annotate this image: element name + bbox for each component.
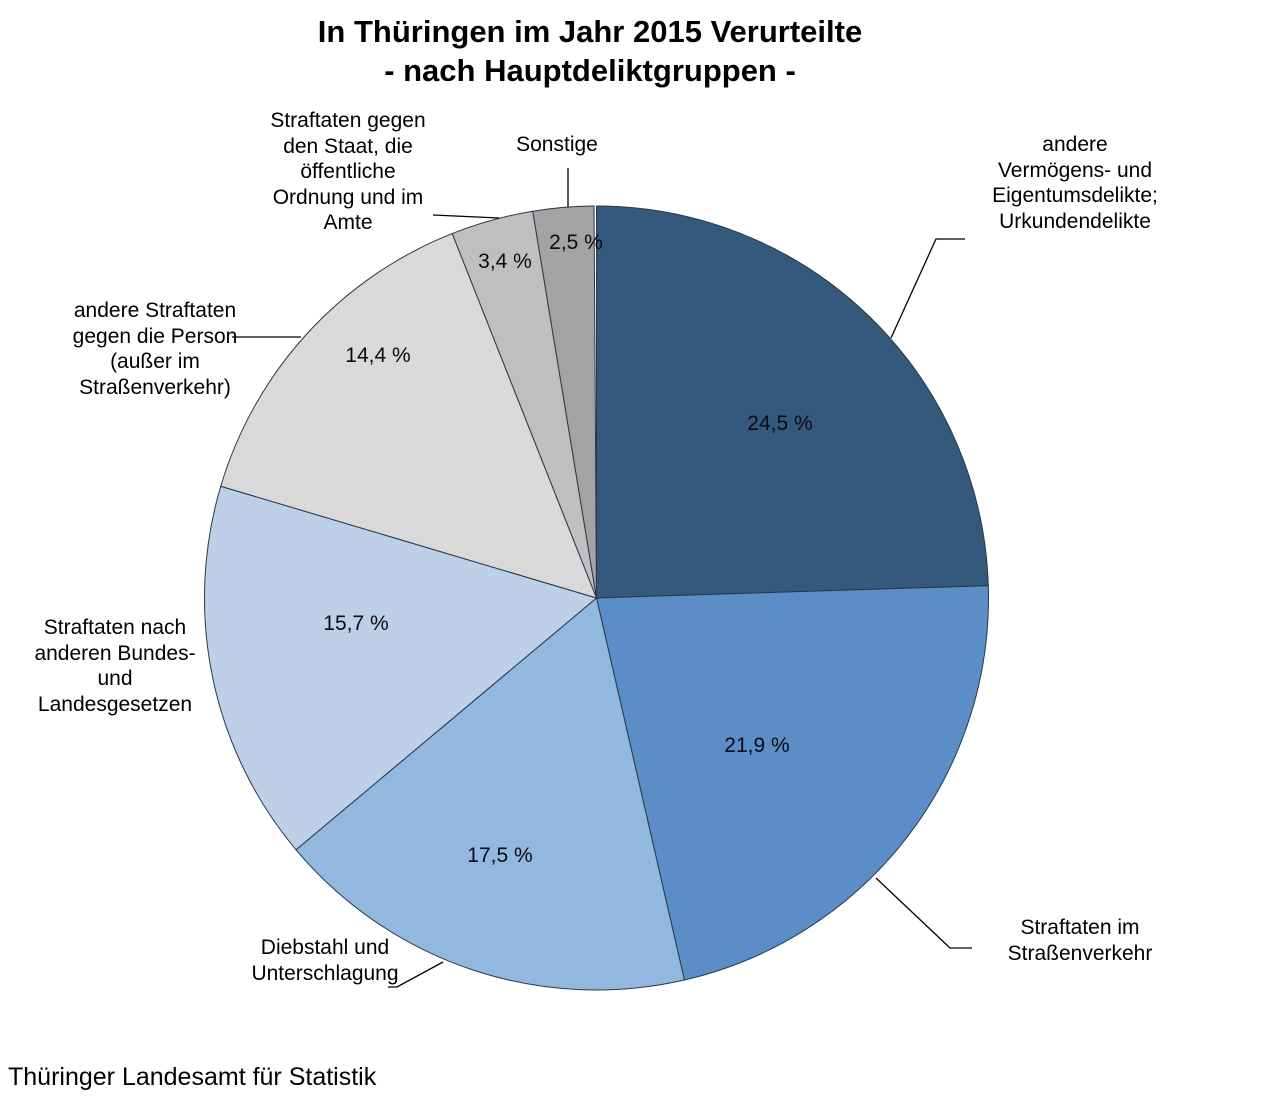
svg-text:24,5 %: 24,5 % [747,412,812,435]
svg-text:14,4 %: 14,4 % [345,344,410,367]
svg-text:2,5 %: 2,5 % [549,231,603,254]
svg-text:15,7 %: 15,7 % [323,612,388,635]
svg-text:21,9 %: 21,9 % [724,734,789,757]
svg-text:17,5 %: 17,5 % [467,844,532,867]
svg-text:3,4 %: 3,4 % [478,250,532,273]
